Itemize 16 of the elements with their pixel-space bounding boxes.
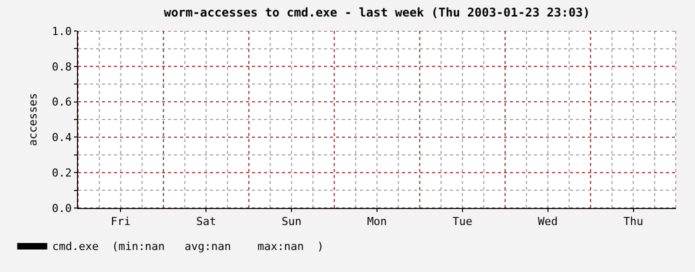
x-tick-label: Sat bbox=[196, 215, 216, 228]
chart-title: worm-accesses to cmd.exe - last week (Thu 2003-01-23 23:03) bbox=[164, 6, 590, 20]
y-tick-label: 0.0 bbox=[52, 202, 72, 215]
y-tick-label: 0.8 bbox=[52, 60, 72, 74]
x-tick-label: Thu bbox=[623, 215, 644, 228]
y-tick-label: 0.6 bbox=[52, 96, 72, 109]
y-tick-label: 0.2 bbox=[52, 166, 72, 180]
x-tick-label: Sun bbox=[282, 215, 302, 228]
y-tick-label: 1.0 bbox=[52, 24, 72, 38]
x-tick-label: Tue bbox=[452, 215, 472, 228]
x-tick-label: Mon bbox=[367, 215, 387, 228]
y-tick-label: 0.4 bbox=[52, 131, 72, 144]
y-axis-title: accesses bbox=[26, 93, 40, 146]
x-tick-label: Wed bbox=[538, 215, 558, 228]
x-tick-label: Fri bbox=[110, 215, 131, 228]
legend-label: cmd.exe (min:nan avg:nan max:nan ) bbox=[52, 240, 324, 253]
